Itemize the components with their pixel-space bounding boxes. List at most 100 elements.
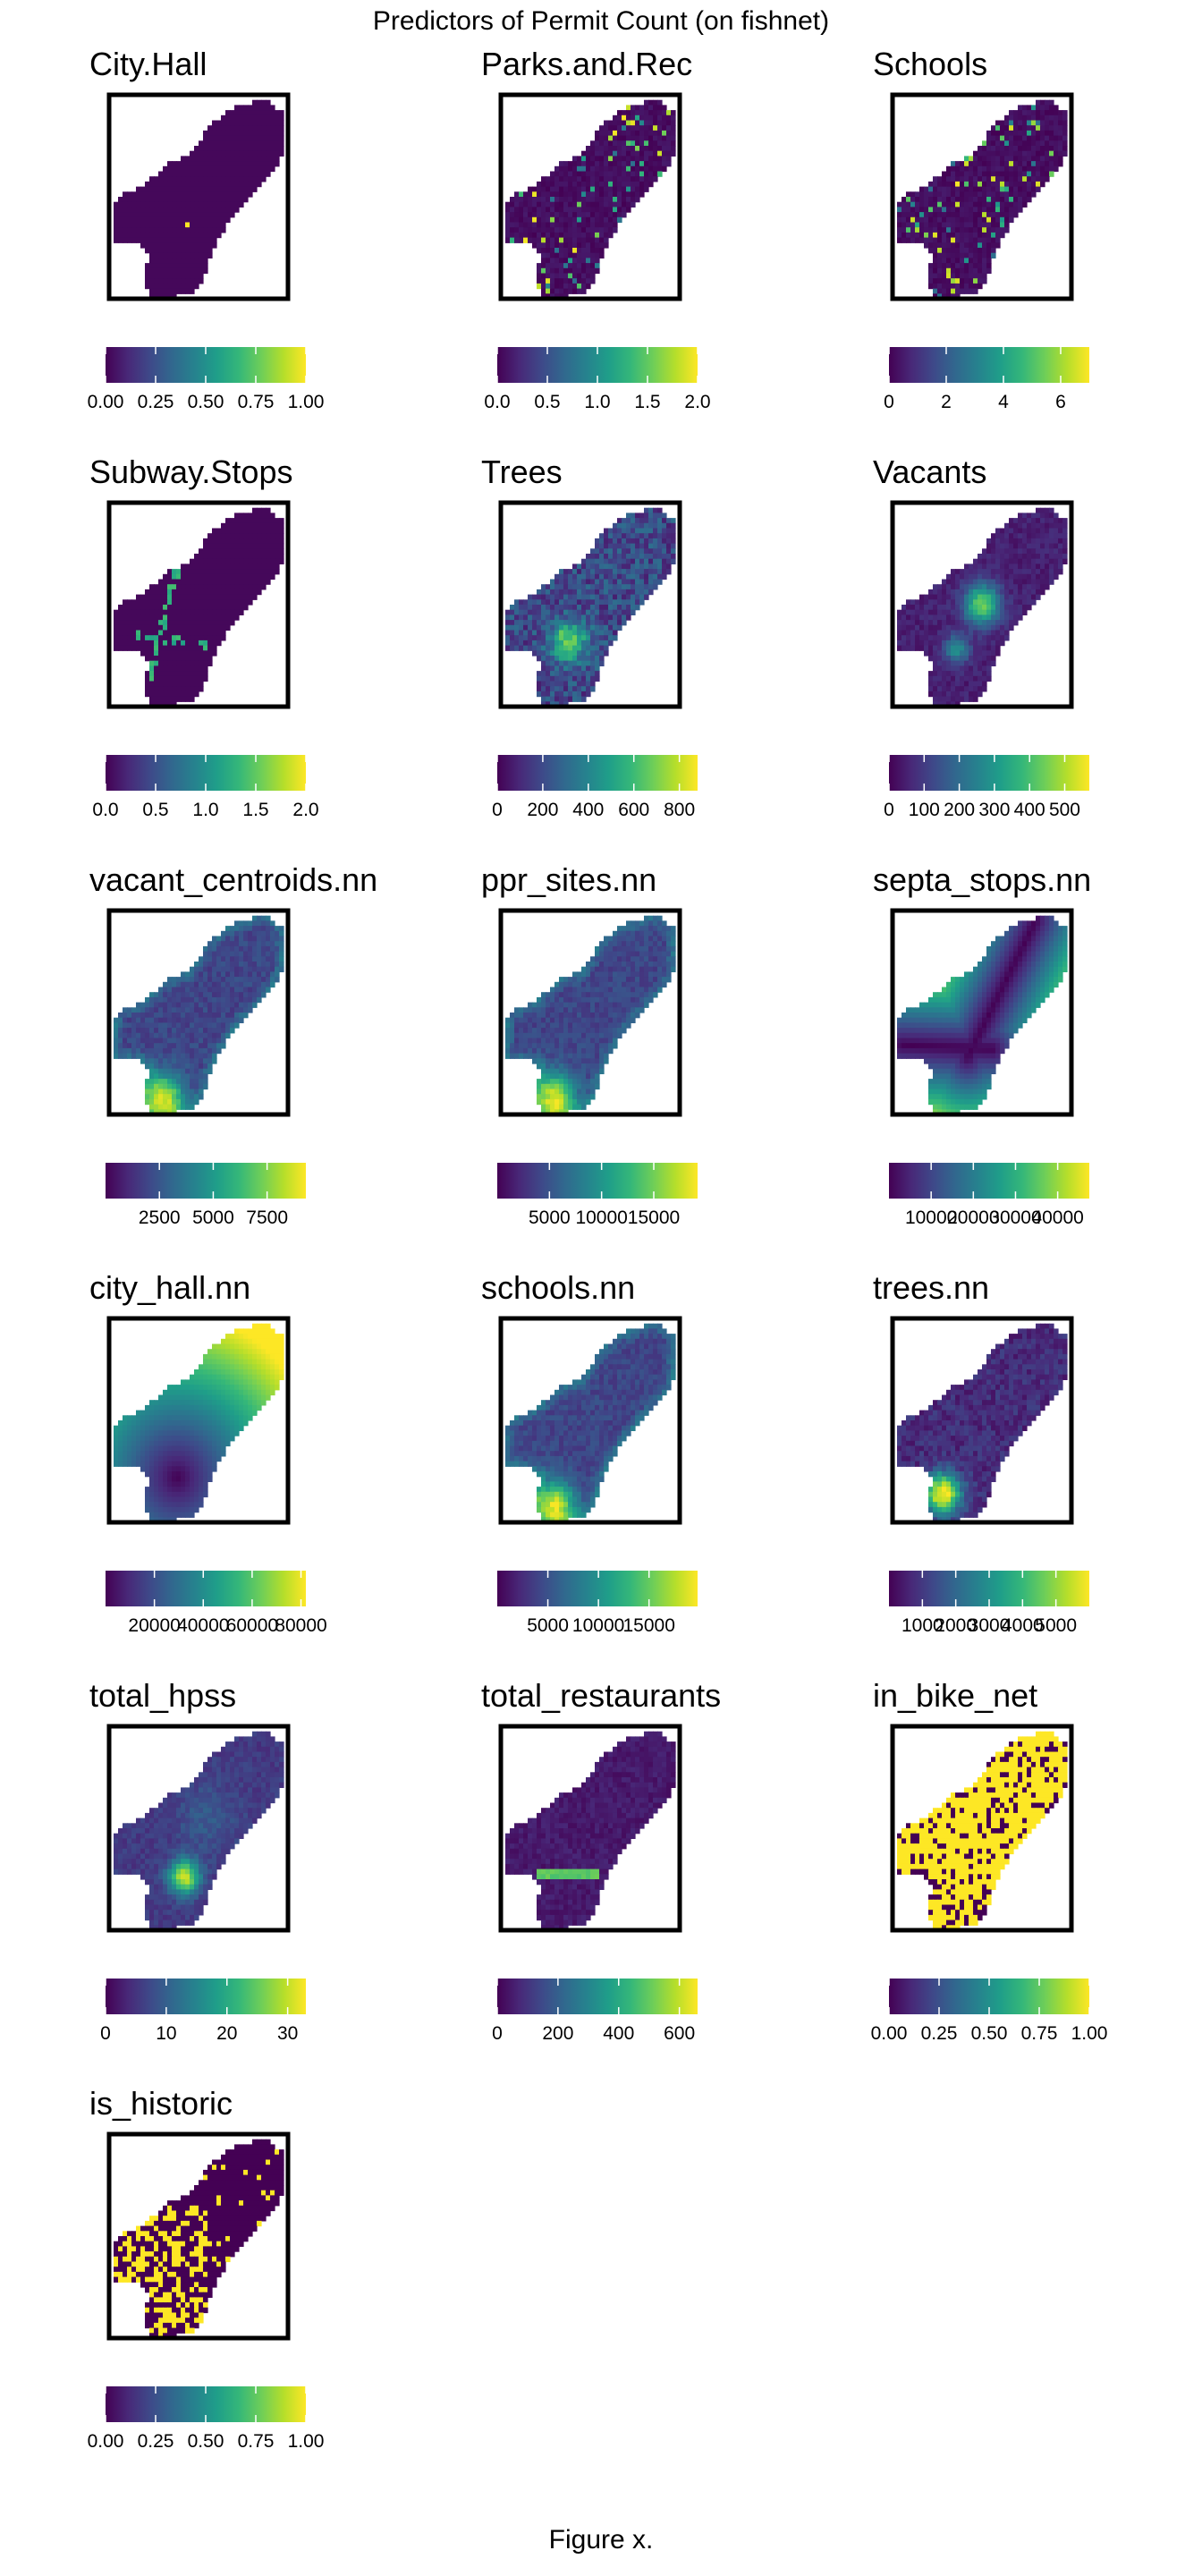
fishnet-cell — [581, 150, 587, 157]
fishnet-cell — [644, 181, 649, 188]
fishnet-cell — [199, 181, 204, 188]
fishnet-cell — [572, 671, 578, 677]
figure-title: Predictors of Permit Count (on fishnet) — [372, 6, 830, 36]
fishnet-cell — [919, 222, 925, 228]
fishnet-cell — [1031, 130, 1037, 137]
fishnet-cell — [635, 171, 640, 177]
fishnet-cell — [942, 681, 947, 687]
fishnet-cell — [248, 181, 253, 188]
fishnet-cell — [225, 156, 231, 162]
fishnet-cell — [955, 288, 961, 294]
fishnet-cell — [225, 584, 231, 590]
fishnet-cell — [657, 171, 663, 177]
fishnet-cell — [136, 640, 141, 647]
fishnet-cell — [523, 624, 529, 631]
fishnet-cell — [657, 146, 663, 152]
fishnet-cell — [541, 267, 546, 275]
fishnet-cell — [608, 156, 614, 162]
fishnet-cell — [599, 569, 605, 575]
fishnet-cell — [1000, 548, 1005, 555]
fishnet-cell — [266, 573, 271, 580]
fishnet-cell — [572, 186, 578, 192]
fishnet-cell — [1049, 579, 1054, 585]
fishnet-cell — [176, 165, 182, 173]
fishnet-cell — [194, 146, 199, 152]
fishnet-cell — [181, 258, 186, 264]
fishnet-cell — [550, 252, 555, 258]
fishnet-cell — [167, 665, 173, 672]
fishnet-cell — [590, 237, 596, 243]
fishnet-cell — [176, 650, 182, 657]
fishnet-cell — [221, 614, 226, 621]
fishnet-cell — [261, 105, 267, 111]
fishnet-cell — [185, 675, 190, 682]
fishnet-cell — [279, 966, 284, 972]
fishnet-cell — [154, 267, 159, 275]
fishnet-cell — [239, 176, 244, 182]
fishnet-cell — [266, 538, 271, 545]
fishnet-cell — [1013, 146, 1019, 152]
fishnet-cell — [1045, 114, 1050, 122]
fishnet-cell — [581, 161, 587, 167]
fishnet-cell — [279, 956, 284, 962]
fishnet-cell — [969, 288, 974, 294]
fishnet-cell — [190, 237, 195, 243]
fishnet-cell — [532, 650, 538, 657]
fishnet-cell — [919, 609, 925, 615]
fishnet-cell — [252, 558, 258, 564]
fishnet-cell — [577, 197, 582, 203]
fishnet-cell — [523, 635, 529, 641]
fishnet-cell — [248, 176, 253, 182]
fishnet-cell — [528, 605, 533, 611]
fishnet-cell — [1013, 528, 1019, 534]
fishnet-cell — [563, 201, 569, 208]
fishnet-cell — [942, 258, 947, 264]
fishnet-cell — [131, 222, 137, 228]
fishnet-cell — [252, 930, 258, 937]
fishnet-cell — [1004, 212, 1010, 218]
fishnet-cell — [595, 181, 600, 188]
fishnet-cell — [937, 620, 943, 626]
fishnet-cell — [639, 518, 645, 524]
fishnet-cell — [203, 191, 208, 198]
fishnet-cell — [622, 522, 627, 530]
fishnet-cell — [1009, 614, 1014, 621]
legend-tick-label: 4 — [998, 392, 1009, 412]
fishnet-cell — [563, 686, 569, 692]
fishnet-cell — [559, 176, 564, 182]
fishnet-cell — [212, 605, 217, 611]
fishnet-cell — [613, 543, 618, 549]
fishnet-cell — [613, 191, 618, 198]
fishnet-cell — [230, 614, 235, 621]
fishnet-cell — [617, 216, 622, 224]
fishnet-cell — [194, 971, 199, 978]
fishnet-cell — [617, 558, 622, 564]
fishnet-cell — [270, 522, 275, 530]
fishnet-cell — [982, 650, 987, 657]
fishnet-cell — [230, 186, 235, 192]
fishnet-cell — [248, 533, 253, 539]
fishnet-cell — [951, 573, 956, 580]
fishnet-cell — [163, 293, 168, 300]
fishnet-cell — [937, 681, 943, 687]
fishnet-cell — [1009, 558, 1014, 564]
fishnet-cell — [577, 614, 582, 621]
fishnet-cell — [937, 201, 943, 208]
fishnet-cell — [212, 962, 217, 968]
fishnet-cell — [207, 945, 213, 953]
fishnet-cell — [532, 605, 538, 611]
fishnet-cell — [194, 962, 199, 968]
fishnet-cell — [572, 232, 578, 239]
fishnet-cell — [145, 630, 150, 636]
fishnet-cell — [568, 681, 573, 687]
fishnet-cell — [221, 609, 226, 615]
fishnet-cell — [613, 538, 618, 545]
fishnet-cell — [969, 645, 974, 651]
fishnet-cell — [550, 201, 555, 208]
fishnet-cell — [207, 569, 213, 575]
fishnet-cell — [995, 135, 1001, 141]
fishnet-cell — [172, 186, 177, 192]
fishnet-cell — [942, 288, 947, 294]
fishnet-cell — [617, 589, 622, 596]
fishnet-cell — [216, 640, 222, 647]
